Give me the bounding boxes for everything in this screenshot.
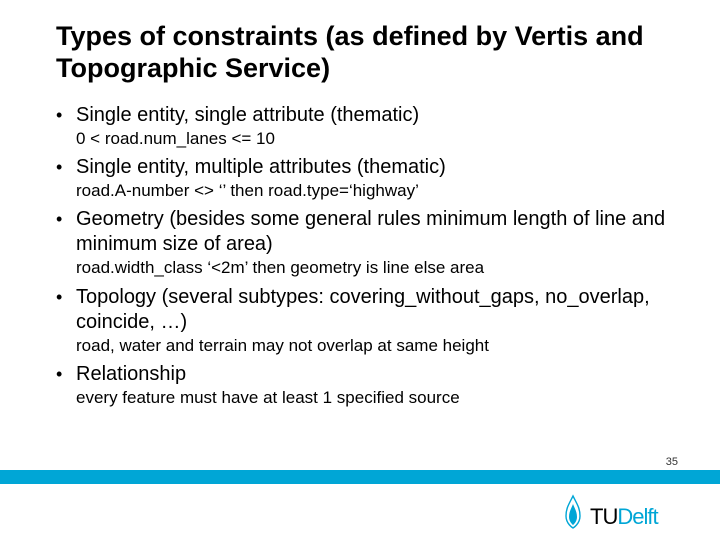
page-number: 35 — [666, 456, 678, 468]
list-item: Single entity, multiple attributes (them… — [56, 155, 680, 201]
slide-title: Types of constraints (as defined by Vert… — [56, 20, 680, 85]
bullet-list: Single entity, single attribute (themati… — [56, 103, 680, 408]
footer-accent-bar — [0, 470, 720, 484]
logo-tu: TU — [590, 504, 617, 530]
list-item: Topology (several subtypes: covering_wit… — [56, 285, 680, 356]
item-detail: road.width_class ‘<2m’ then geometry is … — [76, 257, 680, 278]
list-item: Relationship every feature must have at … — [56, 362, 680, 408]
item-detail: road.A-number <> ‘’ then road.type=‘high… — [76, 180, 680, 201]
list-item: Single entity, single attribute (themati… — [56, 103, 680, 149]
item-detail: every feature must have at least 1 speci… — [76, 387, 680, 408]
item-heading: Single entity, single attribute (themati… — [76, 103, 680, 128]
item-detail: 0 < road.num_lanes <= 10 — [76, 128, 680, 149]
item-heading: Topology (several subtypes: covering_wit… — [76, 285, 680, 335]
logo-text: TUDelft — [590, 504, 658, 530]
item-heading: Relationship — [76, 362, 680, 387]
slide: Types of constraints (as defined by Vert… — [0, 0, 720, 540]
tudelft-logo: TUDelft — [560, 490, 680, 530]
list-item: Geometry (besides some general rules min… — [56, 207, 680, 278]
item-heading: Single entity, multiple attributes (them… — [76, 155, 680, 180]
item-heading: Geometry (besides some general rules min… — [76, 207, 680, 257]
logo-delft: Delft — [617, 504, 657, 530]
flame-icon — [560, 494, 586, 530]
item-detail: road, water and terrain may not overlap … — [76, 335, 680, 356]
